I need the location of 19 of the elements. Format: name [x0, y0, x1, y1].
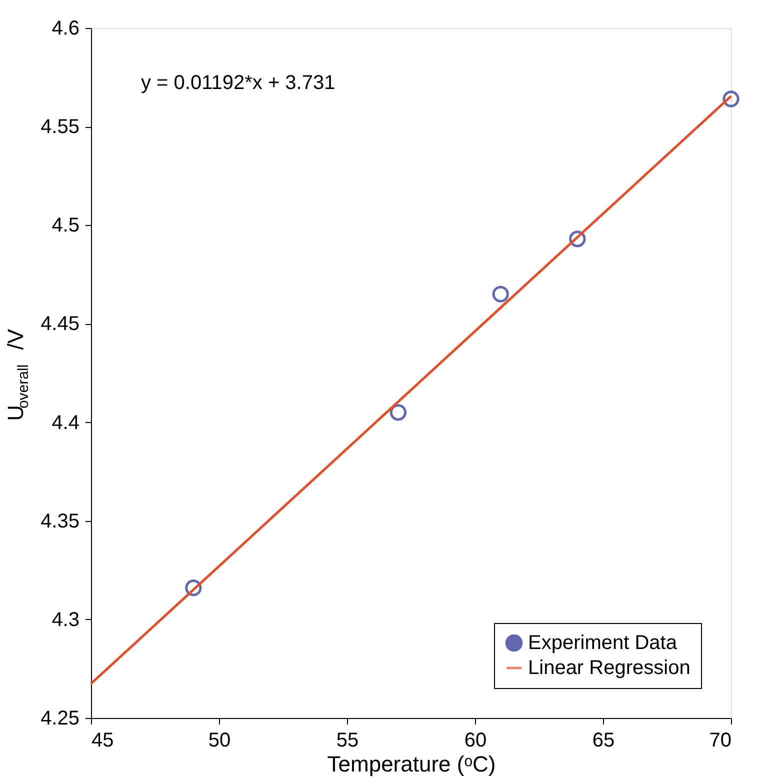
- y-tick-label: 4.25: [40, 708, 80, 730]
- y-tick-label: 4.35: [40, 510, 80, 532]
- x-tick-label: 55: [336, 730, 359, 752]
- y-tick-label: 4.55: [40, 116, 80, 138]
- y-tick-label: 4.45: [40, 313, 80, 336]
- y-tick-label: 4.5: [52, 214, 80, 237]
- x-tick-label: 65: [592, 730, 615, 752]
- y-tick-label: 4.3: [52, 608, 80, 631]
- x-tick-label: 45: [92, 730, 114, 752]
- x-tick-label: 50: [208, 730, 231, 752]
- x-tick-label: 70: [709, 730, 732, 752]
- x-axis-title: Temperature (ᵒC): [327, 752, 496, 776]
- y-tick-label: 4.4: [52, 412, 80, 434]
- annotation: y = 0.01192*x + 3.731: [141, 72, 336, 94]
- x-tick-label: 60: [464, 730, 487, 752]
- legend-label: Experiment Data: [528, 632, 678, 654]
- y-axis-title: Uoverall/V: [3, 328, 32, 421]
- legend-label: Linear Regression: [528, 657, 690, 679]
- y-tick-label: 4.6: [52, 18, 80, 40]
